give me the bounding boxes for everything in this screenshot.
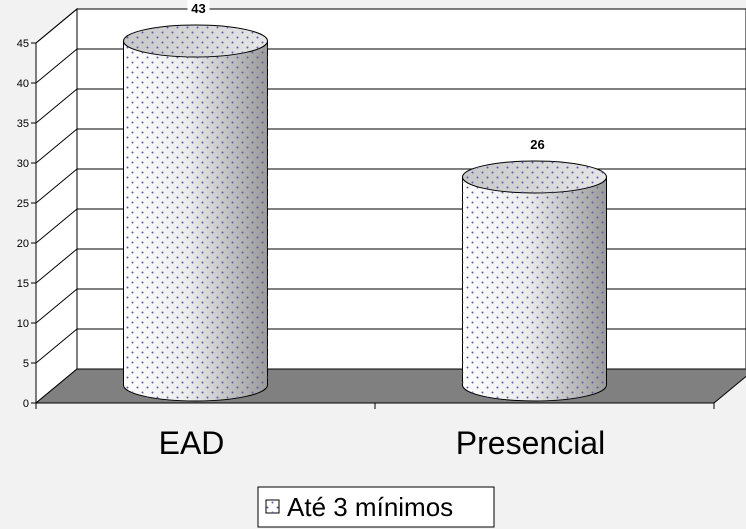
- data-label-box: [187, 0, 210, 19]
- y-tick-label: 0: [23, 398, 29, 410]
- gridline-side: [35, 208, 78, 244]
- gridline-side: [35, 48, 78, 84]
- data-label: 26: [530, 137, 544, 152]
- gridline-side: [35, 328, 78, 364]
- side-wall: [35, 7, 78, 405]
- bar-cylinder: [123, 24, 268, 402]
- y-tick-label: 30: [17, 158, 29, 170]
- bar-body-pattern: [123, 41, 268, 401]
- legend-label: Até 3 mínimos: [287, 492, 453, 522]
- legend-swatch-pattern: [266, 500, 279, 513]
- data-label: 43: [191, 1, 205, 16]
- bar-body-pattern: [462, 177, 607, 401]
- x-category-label: Presencial: [456, 425, 605, 461]
- y-tick-label: 15: [17, 278, 29, 290]
- y-tick-label: 35: [17, 118, 29, 130]
- data-label-box: [526, 135, 549, 155]
- x-category-label: EAD: [159, 425, 225, 461]
- gridline-side: [35, 8, 78, 44]
- y-tick-label: 45: [17, 38, 29, 50]
- y-tick-label: 5: [23, 358, 29, 370]
- legend: [257, 486, 495, 528]
- y-tick-label: 20: [17, 238, 29, 250]
- gridline-side: [35, 248, 78, 284]
- gridline-side: [35, 168, 78, 204]
- gridline-side: [35, 128, 78, 164]
- y-tick-label: 40: [17, 78, 29, 90]
- gridline-side: [35, 288, 78, 324]
- y-tick-label: 25: [17, 198, 29, 210]
- gridline-side: [35, 88, 78, 124]
- bar-top-pattern: [462, 161, 607, 193]
- y-tick-label: 10: [17, 318, 29, 330]
- bar-cylinder: [462, 160, 607, 402]
- bar-top-pattern: [123, 25, 268, 57]
